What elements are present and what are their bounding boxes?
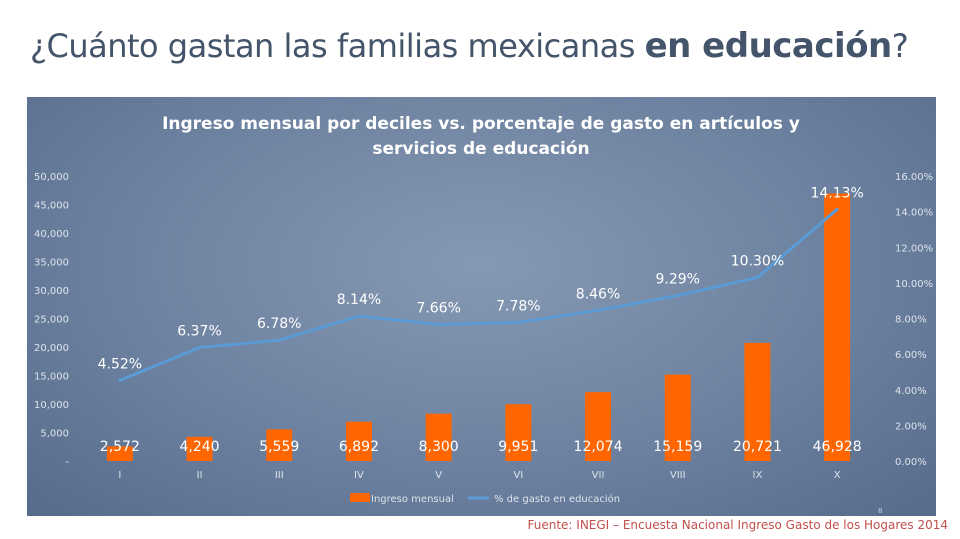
bar-data-label: 15,159 <box>653 439 702 455</box>
bar-VII <box>585 392 612 461</box>
chart-title-line: servicios de educación <box>372 139 589 159</box>
line-data-label: 7.78% <box>496 298 540 314</box>
x-tick-label: IX <box>753 470 763 481</box>
legend-label-gasto: % de gasto en educación <box>494 493 620 505</box>
x-tick-label: II <box>197 470 203 481</box>
y-right-tick-label: 0.00% <box>895 457 927 468</box>
bar-VIII <box>664 374 691 461</box>
line-series-gasto-educacion <box>118 207 839 382</box>
y-left-tick-label: 20,000 <box>34 343 69 354</box>
bar-data-label: 9,951 <box>498 439 538 455</box>
x-tick-label: III <box>275 470 284 481</box>
x-tick-label: VI <box>513 470 523 481</box>
bar-data-label: 2,572 <box>100 439 140 455</box>
line-data-label: 4.52% <box>98 356 142 372</box>
bar-X <box>824 193 851 461</box>
line-data-label: 8.46% <box>576 286 620 302</box>
y-left-tick-label: 50,000 <box>34 172 69 183</box>
bar-data-label: 4,240 <box>180 439 220 455</box>
slide-title: ¿Cuánto gastan las familias mexicanas en… <box>30 26 909 66</box>
line-data-label: 6.78% <box>257 316 301 332</box>
chart-title-line: Ingreso mensual por deciles vs. porcenta… <box>162 114 800 134</box>
y-right-tick-label: 14.00% <box>895 208 933 219</box>
y-left-tick-label: 10,000 <box>34 400 69 411</box>
y-right-tick-label: 6.00% <box>895 350 927 361</box>
line-data-label: 7.66% <box>416 301 460 317</box>
x-tick-label: VII <box>592 470 605 481</box>
page-number: 8 <box>878 507 883 515</box>
x-tick-label: V <box>435 470 442 481</box>
y-left-tick-label: 15,000 <box>34 372 69 383</box>
x-tick-label: VIII <box>670 470 686 481</box>
bar-data-label: 8,300 <box>419 439 459 455</box>
y-right-tick-label: 2.00% <box>895 421 927 432</box>
x-tick-label: I <box>118 470 121 481</box>
y-left-tick-label: 45,000 <box>34 201 69 212</box>
bar-data-label: 5,559 <box>259 439 299 455</box>
x-tick-label: IV <box>354 470 364 481</box>
bar-I <box>106 446 133 461</box>
y-right-tick-label: 10.00% <box>895 279 933 290</box>
bar-VI <box>505 404 532 461</box>
line-data-label: 14.13% <box>810 185 863 201</box>
bar-data-label: 12,074 <box>574 439 623 455</box>
y-left-tick-label: 35,000 <box>34 258 69 269</box>
line-data-label: 9.29% <box>656 272 700 288</box>
chart-panel: Ingreso mensual por deciles vs. porcenta… <box>27 97 936 516</box>
x-tick-label: X <box>834 470 841 481</box>
y-left-tick-label: 30,000 <box>34 286 69 297</box>
line-data-label: 8.14% <box>337 292 381 308</box>
bar-III <box>266 429 293 461</box>
line-data-label: 10.30% <box>731 254 784 270</box>
slide-title-trail: ? <box>891 27 909 65</box>
y-right-tick-label: 16.00% <box>895 172 933 183</box>
chart: Ingreso mensual por deciles vs. porcenta… <box>34 114 933 505</box>
bar-V <box>425 413 452 461</box>
y-right-tick-label: 8.00% <box>895 315 927 326</box>
bar-IX <box>744 342 771 461</box>
legend-swatch-ingreso <box>350 493 370 502</box>
source-note: Fuente: INEGI – Encuesta Nacional Ingres… <box>527 518 949 532</box>
y-right-tick-label: 4.00% <box>895 386 927 397</box>
y-right-tick-label: 12.00% <box>895 243 933 254</box>
slide-title-lead: ¿Cuánto gastan las familias mexicanas <box>30 27 645 65</box>
bar-data-label: 20,721 <box>733 439 782 455</box>
bar-IV <box>345 421 372 461</box>
y-left-tick-label: 5,000 <box>40 429 69 440</box>
y-left-tick-label: 40,000 <box>34 229 69 240</box>
y-left-tick-label: - <box>65 457 69 468</box>
legend-label-ingreso: Ingreso mensual <box>371 494 454 505</box>
bar-data-label: 6,892 <box>339 439 379 455</box>
slide-title-emphasis: en educación <box>644 26 893 66</box>
line-data-label: 6.37% <box>177 324 221 340</box>
y-left-tick-label: 25,000 <box>34 315 69 326</box>
bar-data-label: 46,928 <box>813 439 862 455</box>
bar-II <box>186 436 213 461</box>
